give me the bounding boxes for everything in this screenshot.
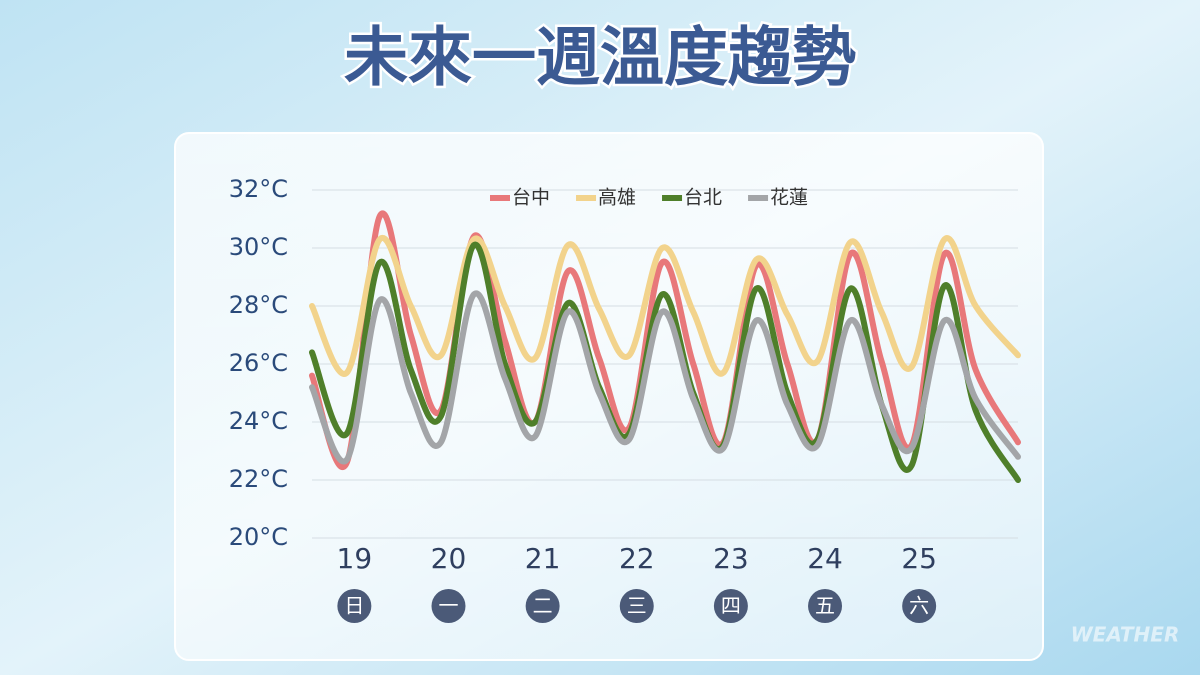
legend-label: 高雄 bbox=[598, 187, 636, 209]
weekday-label: 四 bbox=[721, 594, 741, 618]
weekday-label: 日 bbox=[344, 594, 364, 618]
y-tick-label: 28°C bbox=[229, 291, 288, 319]
weekday-label: 五 bbox=[815, 594, 835, 618]
weekday-badge bbox=[619, 589, 654, 623]
x-tick-label: 25 bbox=[901, 542, 937, 575]
chart-title: 未來一週溫度趨勢 bbox=[344, 22, 856, 96]
weekday-badge bbox=[902, 589, 937, 623]
x-tick-label: 19 bbox=[337, 542, 373, 575]
weekday-label: 六 bbox=[909, 594, 929, 618]
weekday-badge bbox=[431, 589, 466, 623]
series-line bbox=[309, 242, 1021, 483]
y-tick-label: 22°C bbox=[229, 465, 288, 493]
legend-label: 台中 bbox=[512, 187, 550, 209]
watermark: WEATHER bbox=[1071, 623, 1180, 647]
weekday-badge bbox=[808, 589, 843, 623]
weekday-badge bbox=[525, 589, 560, 623]
x-tick-label: 24 bbox=[807, 542, 843, 575]
weekday-badge bbox=[713, 589, 748, 623]
series-line bbox=[309, 234, 1021, 377]
series-line bbox=[309, 290, 1021, 465]
x-tick-label: 22 bbox=[619, 542, 655, 575]
legend-label: 花蓮 bbox=[770, 187, 808, 209]
weekday-label: 一 bbox=[438, 594, 458, 618]
x-tick-label: 20 bbox=[431, 542, 467, 575]
weekday-label: 三 bbox=[627, 594, 647, 618]
y-tick-label: 24°C bbox=[229, 407, 288, 435]
weekday-badge bbox=[337, 589, 372, 623]
y-tick-label: 30°C bbox=[229, 233, 288, 261]
legend-label: 台北 bbox=[684, 187, 722, 209]
series-line bbox=[309, 210, 1021, 470]
y-tick-label: 26°C bbox=[229, 349, 288, 377]
weekday-label: 二 bbox=[533, 594, 553, 618]
y-tick-label: 32°C bbox=[229, 175, 288, 203]
x-tick-label: 23 bbox=[713, 542, 749, 575]
x-tick-label: 21 bbox=[525, 542, 561, 575]
y-tick-label: 20°C bbox=[229, 523, 288, 551]
